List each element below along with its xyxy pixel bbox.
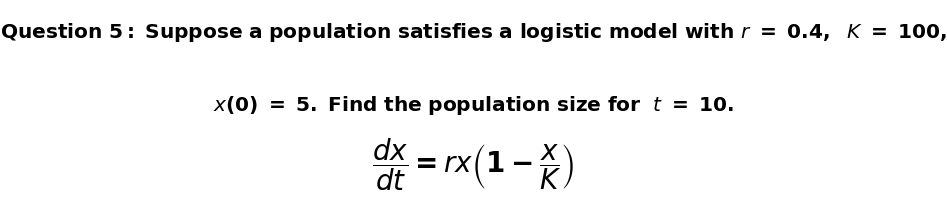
Text: $\mathbf{\mathit{x}(0)\ =\ 5.\ Find\ the\ population\ size\ for\ \ \mathit{t}\ =: $\mathbf{\mathit{x}(0)\ =\ 5.\ Find\ the…: [213, 94, 734, 118]
Text: $\mathbf{Question\ 5{:}\ Suppose\ a\ population\ satisfies\ a\ logistic\ model\ : $\mathbf{Question\ 5{:}\ Suppose\ a\ pop…: [0, 21, 947, 44]
Text: $\mathbf{\dfrac{\mathit{dx}}{\mathit{dt}} = \mathit{rx}\left(\mathbf{1} - \dfrac: $\mathbf{\dfrac{\mathit{dx}}{\mathit{dt}…: [372, 136, 575, 193]
